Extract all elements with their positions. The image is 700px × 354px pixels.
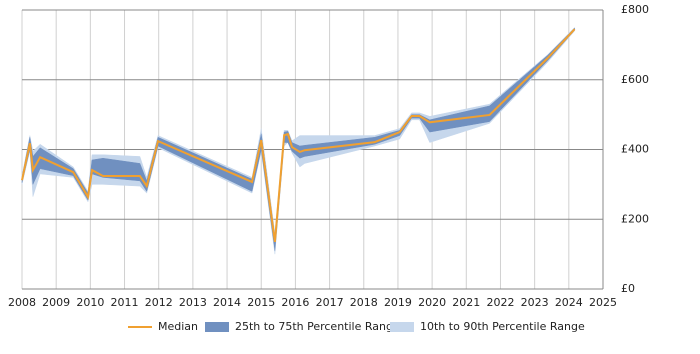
percentile-band xyxy=(21,26,575,255)
x-tick-label: 2020 xyxy=(418,296,446,309)
x-tick-label: 2009 xyxy=(42,296,70,309)
x-tick-label: 2023 xyxy=(521,296,549,309)
legend-swatch xyxy=(205,322,229,332)
x-tick-label: 2014 xyxy=(213,296,241,309)
y-tick-label: £600 xyxy=(621,73,649,86)
y-tick-label: £200 xyxy=(621,212,649,225)
legend-label: 25th to 75th Percentile Range xyxy=(235,320,400,333)
x-tick-label: 2017 xyxy=(316,296,344,309)
x-tick-label: 2025 xyxy=(589,296,617,309)
x-tick-label: 2015 xyxy=(247,296,275,309)
x-tick-label: 2019 xyxy=(384,296,412,309)
x-tick-label: 2012 xyxy=(145,296,173,309)
x-tick-label: 2010 xyxy=(76,296,104,309)
x-tick-label: 2008 xyxy=(8,296,36,309)
x-tick-label: 2022 xyxy=(486,296,514,309)
x-tick-label: 2013 xyxy=(179,296,207,309)
x-tick-label: 2011 xyxy=(111,296,139,309)
y-tick-label: £800 xyxy=(621,3,649,16)
y-tick-label: £400 xyxy=(621,143,649,156)
median-line xyxy=(21,28,576,243)
legend-swatch xyxy=(390,322,414,332)
x-tick-label: 2016 xyxy=(281,296,309,309)
x-tick-label: 2018 xyxy=(350,296,378,309)
legend-label: Median xyxy=(158,320,198,333)
y-tick-label: £0 xyxy=(621,282,635,295)
x-tick-label: 2021 xyxy=(452,296,480,309)
legend-label: 10th to 90th Percentile Range xyxy=(420,320,585,333)
x-tick-label: 2024 xyxy=(555,296,583,309)
